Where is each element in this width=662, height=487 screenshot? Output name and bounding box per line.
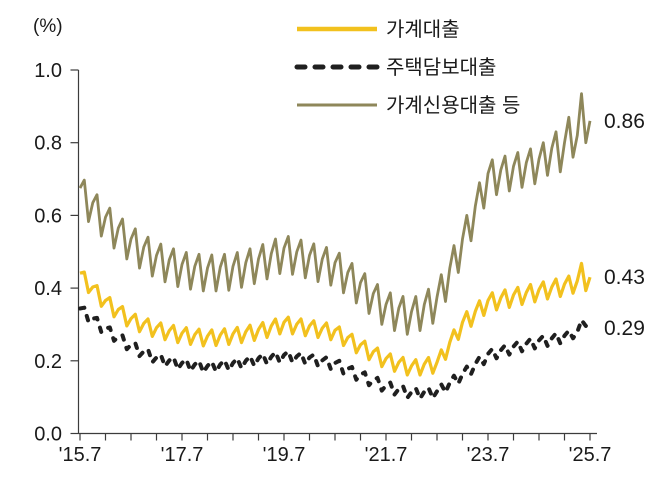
y-tick-label: 0.6 — [34, 205, 62, 227]
x-tick-label: '15.7 — [59, 444, 102, 466]
y-tick-label: 1.0 — [34, 60, 62, 82]
y-axis-unit-label: (%) — [33, 16, 63, 37]
y-tick-label: 0.2 — [34, 351, 62, 373]
legend-label-household-loans: 가계대출 — [386, 18, 460, 41]
end-value-label: 0.43 — [604, 266, 645, 289]
x-tick-label: '19.7 — [263, 444, 306, 466]
legend-label-credit-loans: 가계신용대출 등 — [386, 94, 520, 117]
y-tick-label: 0.8 — [34, 133, 62, 155]
legend: 가계대출 주택담보대출 가계신용대출 등 — [294, 18, 520, 117]
y-tick-label: 0.4 — [34, 278, 62, 300]
axes: 0.0 0.2 0.4 0.6 0.8 1.0 '15.7 '17.7 '19.7 '21.7 '2… — [34, 60, 611, 466]
end-value-label: 0.29 — [604, 317, 645, 340]
legend-label-mortgage-loans: 주택담보대출 — [386, 56, 496, 79]
x-tick-label: '17.7 — [161, 444, 204, 466]
x-tick-label: '23.7 — [467, 444, 510, 466]
y-tick-label: 0.0 — [34, 424, 62, 446]
x-tick-label: '25.7 — [569, 444, 612, 466]
end-value-labels: 0.43 0.29 0.86 — [604, 110, 645, 340]
series-line-0 — [79, 261, 592, 377]
x-tick-label: '21.7 — [365, 444, 408, 466]
series-line-1 — [78, 305, 592, 401]
series-lines — [78, 92, 592, 401]
series-line-2 — [78, 92, 592, 336]
end-value-label: 0.86 — [604, 110, 645, 133]
